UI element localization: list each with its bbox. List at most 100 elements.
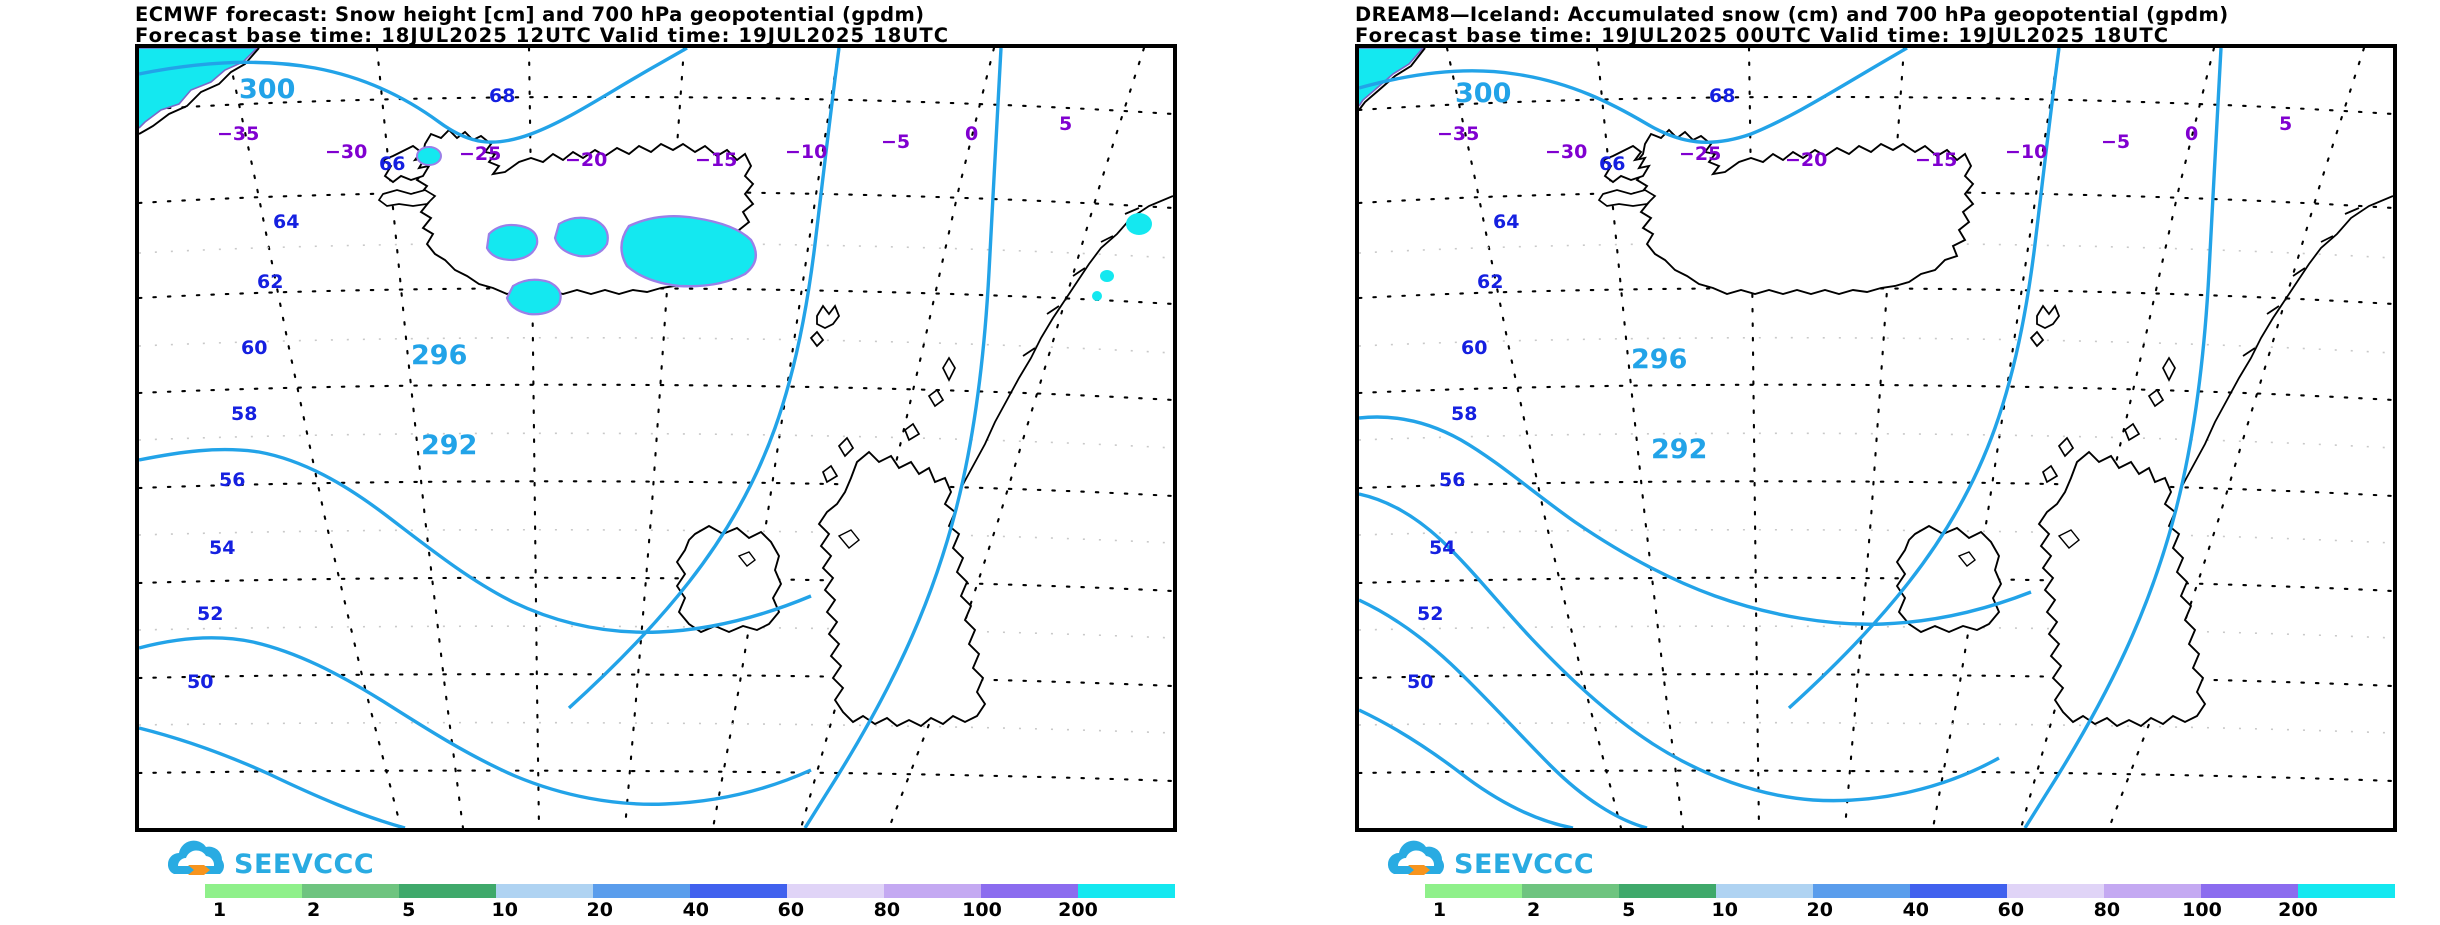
latitude-label: 68 66 64 62 60 58 56 54 52 50 <box>187 85 515 693</box>
logo-text: SEEVCCC <box>1454 849 1594 880</box>
colorbar-tick-label: 10 <box>1711 899 1738 921</box>
svg-text:62: 62 <box>257 271 283 293</box>
colorbar-tick-label: 200 <box>2278 899 2318 921</box>
colorbar-tick-label: 60 <box>1997 899 2025 921</box>
svg-text:56: 56 <box>219 469 245 491</box>
snow-shading-norway <box>1092 213 1152 301</box>
logo-text: SEEVCCC <box>234 849 374 880</box>
colorbar-tick-label: 80 <box>873 899 901 921</box>
colorbar-segment <box>1522 884 1619 898</box>
panel-dream8: DREAM8—Iceland: Accumulated snow (cm) an… <box>1220 0 2440 925</box>
panel-title-line1: DREAM8—Iceland: Accumulated snow (cm) an… <box>1355 3 2229 26</box>
colorbar-segment <box>2298 884 2395 898</box>
arrow-icon <box>1408 865 1430 875</box>
colorbar-tick-label: 200 <box>1058 899 1098 921</box>
svg-text:−30: −30 <box>1545 141 1587 163</box>
colorbar-segment <box>205 884 302 898</box>
colorbar-segment <box>1425 884 1522 898</box>
map-plot-ecmwf[interactable]: 300 296 292 −35 −30 −25 <box>135 44 1177 832</box>
colorbar-segment <box>302 884 399 898</box>
svg-text:66: 66 <box>1599 153 1625 175</box>
graticule-minor <box>139 242 1173 734</box>
colorbar-tick-label: 20 <box>586 899 614 921</box>
coastline-scottish-isles <box>821 356 956 484</box>
colorbar-segment <box>2201 884 2298 898</box>
colorbar-tick-label: 80 <box>2093 899 2121 921</box>
svg-text:−30: −30 <box>325 141 367 163</box>
longitude-label: −35 −30 −25 −20 −15 −10 −5 0 5 <box>217 113 1072 171</box>
colorbar-segment <box>593 884 690 898</box>
svg-text:52: 52 <box>1417 603 1443 625</box>
colorbar-ecmwf: 1 2 5 10 20 40 60 80 100 200 <box>205 884 1175 922</box>
svg-text:64: 64 <box>1493 211 1519 233</box>
colorbar-tick-label: 60 <box>777 899 805 921</box>
svg-text:50: 50 <box>187 671 213 693</box>
graticule-minor <box>1359 242 2393 734</box>
contour-label-mask <box>237 78 293 100</box>
svg-text:0: 0 <box>965 123 978 145</box>
colorbar-tick-label: 10 <box>491 899 518 921</box>
svg-text:68: 68 <box>489 85 515 107</box>
panel-title-block-ecmwf: ECMWF forecast: Snow height [cm] and 700… <box>135 4 1210 46</box>
colorbar-tick-label: 5 <box>1622 899 1636 921</box>
snow-shading <box>416 146 757 316</box>
colorbar-tick-label: 2 <box>1527 899 1541 921</box>
longitude-label: −35 −30 −25 −20 −15 −10 −5 0 5 <box>1437 113 2292 171</box>
svg-text:54: 54 <box>209 537 235 559</box>
coastline-faroe <box>2029 304 2061 348</box>
colorbar-segment <box>2007 884 2104 898</box>
svg-text:60: 60 <box>241 337 267 359</box>
colorbar-tick-label: 1 <box>212 899 227 921</box>
colorbar-segment <box>1078 884 1175 898</box>
panel-title-line2: Forecast base time: 18JUL2025 12UTC Vali… <box>135 24 950 47</box>
svg-text:52: 52 <box>197 603 223 625</box>
colorbar-gradient <box>1425 884 2395 898</box>
arrow-icon <box>188 865 210 875</box>
svg-text:−35: −35 <box>1437 123 1479 145</box>
colorbar-ticks: 1 2 5 10 20 40 60 80 100 200 <box>1425 899 2395 921</box>
svg-text:60: 60 <box>1461 337 1487 359</box>
svg-text:−20: −20 <box>565 149 607 171</box>
colorbar-tick-label: 20 <box>1806 899 1834 921</box>
svg-text:−10: −10 <box>785 141 827 163</box>
colorbar-tick-label: 100 <box>2182 899 2222 921</box>
geopotential-contours <box>139 48 1003 828</box>
colorbar-segment <box>690 884 787 898</box>
colorbar-segment <box>787 884 884 898</box>
contour-label: 300 296 292 <box>1455 78 1707 465</box>
contour-label: 300 296 292 <box>239 74 477 461</box>
svg-text:300: 300 <box>1455 78 1511 109</box>
inland-lakes <box>737 529 860 567</box>
svg-text:−15: −15 <box>695 149 737 171</box>
geopotential-contours <box>1359 48 2223 828</box>
panel-ecmwf: ECMWF forecast: Snow height [cm] and 700… <box>135 4 1210 922</box>
svg-text:5: 5 <box>2279 113 2292 135</box>
panel-title-line2: Forecast base time: 19JUL2025 00UTC Vali… <box>1355 24 2170 47</box>
svg-text:−15: −15 <box>1915 149 1957 171</box>
colorbar-segment <box>1619 884 1716 898</box>
svg-text:−25: −25 <box>459 143 501 165</box>
colorbar-dream8: 1 2 5 10 20 40 60 80 100 200 <box>1425 884 2395 922</box>
colorbar-segment <box>1716 884 1813 898</box>
map-plot-dream8[interactable]: 300 296 292 −35 −30 −25 −20 −15 −10 −5 <box>1355 44 2397 832</box>
map-canvas: 300 296 292 −35 −30 −25 −20 −15 −10 −5 <box>1359 48 2393 828</box>
coastline-norway <box>960 195 1173 489</box>
svg-text:54: 54 <box>1429 537 1455 559</box>
svg-text:68: 68 <box>1709 85 1735 107</box>
svg-text:296: 296 <box>411 340 467 371</box>
seevccc-logo: SEEVCCC <box>148 838 408 882</box>
colorbar-ticks: 1 2 5 10 20 40 60 80 100 200 <box>205 899 1175 921</box>
coastline-scottish-isles <box>2041 356 2176 484</box>
colorbar-segment <box>981 884 1078 898</box>
svg-text:64: 64 <box>273 211 299 233</box>
cloud-icon <box>167 840 224 874</box>
svg-text:296: 296 <box>1631 344 1687 375</box>
latitude-label: 68 66 64 62 60 58 56 54 52 50 <box>1407 85 1735 693</box>
map-graphics: 300 296 292 −35 −30 −25 −20 −15 −10 −5 <box>1359 48 2393 828</box>
colorbar-segment <box>399 884 496 898</box>
svg-text:−35: −35 <box>217 123 259 145</box>
svg-text:292: 292 <box>1651 434 1707 465</box>
svg-text:58: 58 <box>1451 403 1477 425</box>
colorbar-tick-label: 5 <box>402 899 416 921</box>
